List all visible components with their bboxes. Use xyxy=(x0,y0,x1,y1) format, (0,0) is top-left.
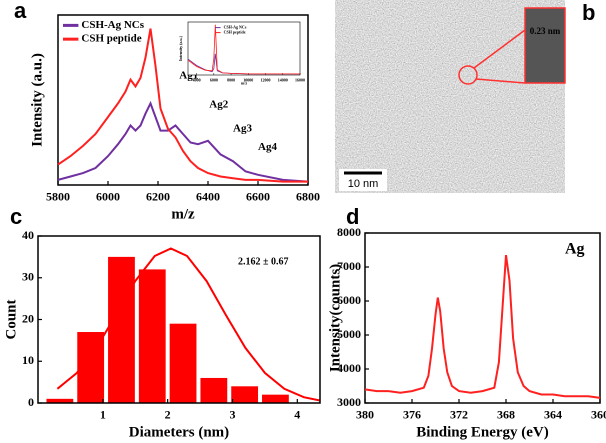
histogram-bar xyxy=(138,269,166,403)
x-tick-label: 376 xyxy=(403,408,421,422)
x-tick-label: 360 xyxy=(591,408,606,422)
y-axis-label: Intensity (a.u.) xyxy=(178,35,183,61)
x-axis-label: Diameters (nm) xyxy=(129,424,229,440)
x-tick-label: 10000 xyxy=(243,78,253,83)
zoom-line xyxy=(475,78,526,84)
y-tick-label: 7000 xyxy=(337,259,361,273)
x-tick-label: 4 xyxy=(294,408,300,422)
x-tick-label: 6600 xyxy=(246,190,270,204)
zoom-line xyxy=(473,29,526,69)
zoom-circle xyxy=(458,65,478,85)
x-tick-label: 2 xyxy=(165,408,171,422)
x-tick-label: 6400 xyxy=(196,190,220,204)
x-tick-label: 6200 xyxy=(146,190,170,204)
y-axis-label: Intensity(counts) xyxy=(327,264,343,372)
legend-label: CSH peptide xyxy=(81,33,141,45)
inset-bg xyxy=(188,22,300,75)
legend-label: CSH-Ag NCs xyxy=(224,25,247,30)
x-tick-label: 14000 xyxy=(278,78,288,83)
data-line xyxy=(364,254,601,399)
peak-label: Ag3 xyxy=(233,122,252,134)
legend-label: CSH-Ag NCs xyxy=(81,19,144,31)
peak-label: Ag2 xyxy=(209,99,228,111)
x-tick-label: 5800 xyxy=(46,190,70,204)
lattice-label: 0.23 nm xyxy=(530,26,561,36)
x-tick-label: 364 xyxy=(544,408,562,422)
y-tick-label: 0 xyxy=(28,395,34,409)
y-tick-label: 30 xyxy=(22,270,34,284)
y-tick-label: 5000 xyxy=(337,327,361,341)
y-tick-label: 8000 xyxy=(337,225,361,239)
y-tick-label: 20 xyxy=(22,311,34,325)
y-tick-label: 6000 xyxy=(337,293,361,307)
x-tick-label: 380 xyxy=(356,408,374,422)
histogram-bar xyxy=(231,386,259,403)
plot-frame xyxy=(187,21,301,76)
stats-label: 2.162 ± 0.67 xyxy=(238,256,289,267)
panel-letter: d xyxy=(346,204,359,229)
peak-label: Ag4 xyxy=(258,141,277,153)
x-tick-label: 4000 xyxy=(193,78,201,83)
x-tick-label: 6000 xyxy=(96,190,120,204)
histogram-bar xyxy=(200,377,228,403)
x-tick-label: 12000 xyxy=(261,78,271,83)
x-axis-label: Binding Energy (eV) xyxy=(416,424,549,440)
data-line xyxy=(57,28,308,183)
histogram-bar xyxy=(46,398,74,403)
panel-letter: b xyxy=(582,0,595,25)
histogram-bar xyxy=(262,394,289,403)
data-line xyxy=(57,100,309,183)
x-axis-label: m/z xyxy=(241,81,247,86)
x-tick-label: 1 xyxy=(100,408,106,422)
x-tick-label: 372 xyxy=(450,408,468,422)
x-tick-label: 6800 xyxy=(296,190,320,204)
histogram-bar xyxy=(169,323,197,403)
x-tick-label: 16000 xyxy=(295,78,305,83)
panel-letter: c xyxy=(10,204,22,229)
histogram-bar xyxy=(108,256,135,403)
data-line xyxy=(187,24,300,75)
y-axis-label: Count xyxy=(3,299,19,339)
x-tick-label: 8000 xyxy=(227,78,235,83)
y-tick-label: 40 xyxy=(22,228,34,242)
fit-line xyxy=(56,247,321,402)
x-axis-label: m/z xyxy=(171,206,195,222)
legend-label: CSH peptide xyxy=(224,30,246,35)
x-tick-label: 368 xyxy=(497,408,515,422)
y-axis-label: Intensity (a.u.) xyxy=(29,53,45,147)
panel-letter: a xyxy=(14,0,27,23)
plot-frame xyxy=(57,14,309,186)
y-tick-label: 4000 xyxy=(337,361,361,375)
element-label: Ag xyxy=(565,241,585,258)
scale-bar-label: 10 nm xyxy=(348,178,379,190)
y-tick-label: 3000 xyxy=(337,395,361,409)
y-tick-label: 10 xyxy=(22,353,34,367)
x-tick-label: 6000 xyxy=(210,78,218,83)
zoom-box xyxy=(524,7,566,84)
x-tick-label: 3 xyxy=(229,408,235,422)
plot-frame xyxy=(364,232,601,404)
